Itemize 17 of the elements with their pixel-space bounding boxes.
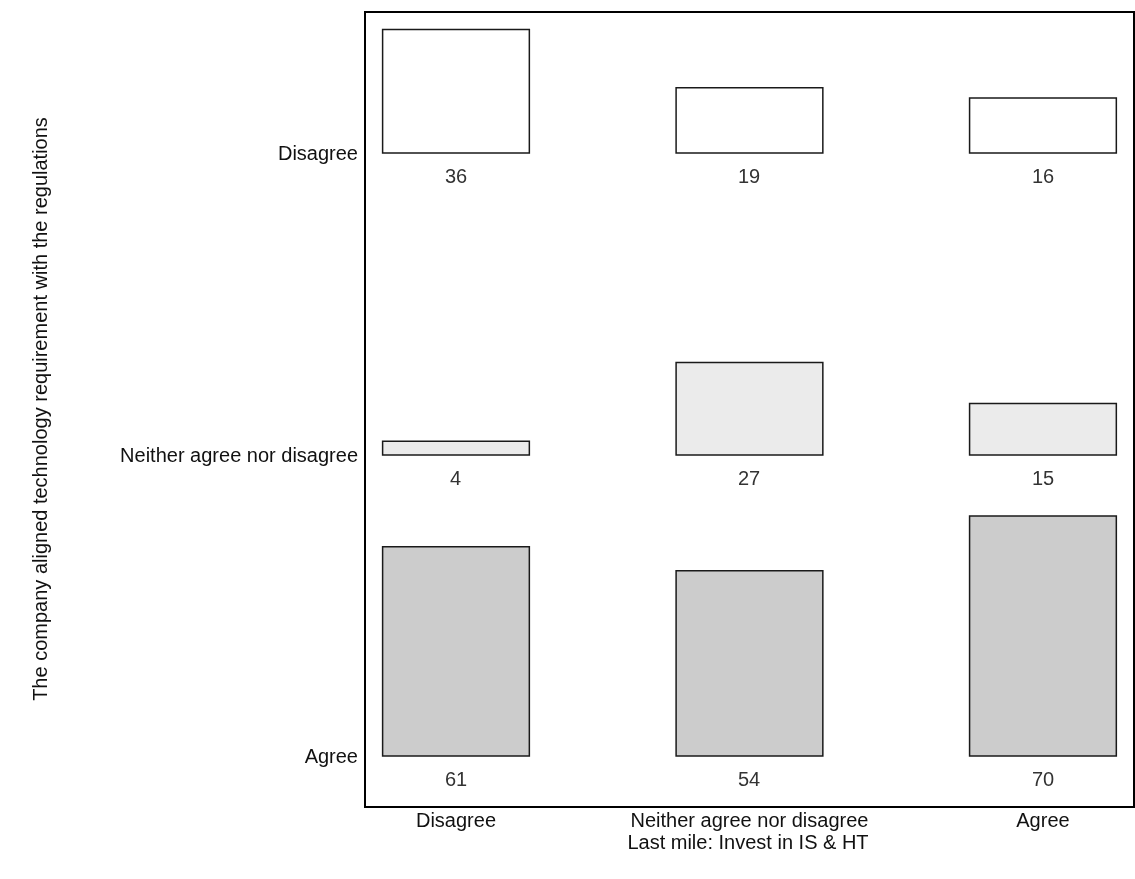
x-tick-label: Neither agree nor disagree [630,809,869,831]
data-label: 15 [1032,467,1055,489]
x-axis-title: Last mile: Invest in IS & HT [627,831,869,853]
data-label: 70 [1032,768,1055,790]
text: The company aligned technology requirement with the regulations [28,117,52,701]
data-label: 61 [445,768,468,790]
y-axis-title: Agree [304,745,358,767]
x-tick-label: Disagree [415,809,496,831]
data-label: 4 [450,467,462,489]
data-label: 54 [738,768,761,790]
data-label: 36 [445,165,468,187]
x-tick-label: Agree [1016,809,1070,831]
data-label: 19 [738,165,761,187]
y-axis-title: Neither agree nor disagree [120,444,358,466]
y-axis-title: Disagree [277,142,358,164]
data-label: 27 [738,467,761,489]
data-label: 16 [1032,165,1055,187]
